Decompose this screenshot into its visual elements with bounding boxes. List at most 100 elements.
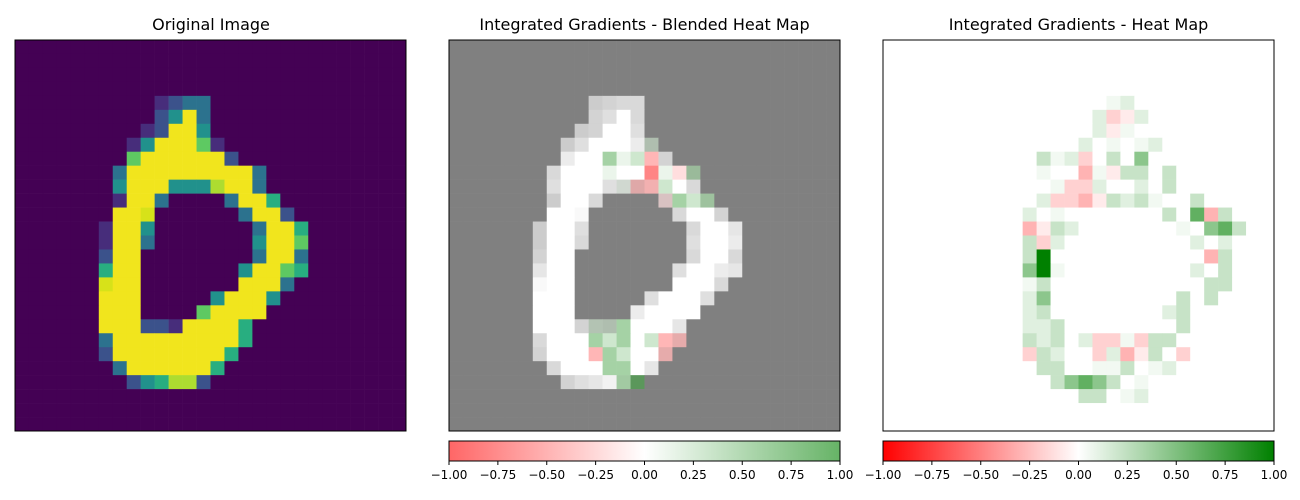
- pixel-cell: [938, 221, 954, 236]
- pixel-cell: [1134, 207, 1149, 222]
- pixel-cell: [126, 67, 141, 83]
- pixel-cell: [350, 249, 365, 264]
- pixel-cell: [378, 319, 393, 334]
- pixel-cell: [1064, 193, 1079, 208]
- pixel-cell: [686, 137, 701, 153]
- pixel-cell: [449, 389, 464, 404]
- pixel-cell: [784, 207, 799, 222]
- pixel-cell: [462, 235, 478, 250]
- pixel-cell: [1204, 151, 1219, 166]
- pixel-cell: [462, 67, 478, 83]
- pixel-cell: [1204, 305, 1219, 320]
- pixel-cell: [644, 207, 659, 222]
- pixel-cell: [168, 40, 183, 55]
- pixel-cell: [392, 375, 407, 390]
- pixel-cell: [182, 305, 197, 320]
- pixel-cell: [392, 151, 407, 166]
- pixel-cell: [28, 40, 44, 55]
- pixel-cell: [1148, 109, 1163, 125]
- pixel-cell: [518, 123, 534, 139]
- pixel-cell: [896, 40, 912, 55]
- pixel-cell: [1022, 67, 1037, 83]
- pixel-cell: [742, 347, 757, 362]
- pixel-cell: [644, 389, 659, 404]
- pixel-cell: [1036, 277, 1051, 292]
- pixel-cell: [910, 361, 926, 376]
- pixel-cell: [630, 95, 645, 111]
- pixel-cell: [378, 263, 393, 278]
- pixel-cell: [350, 67, 365, 83]
- pixel-cell: [112, 221, 128, 236]
- pixel-cell: [392, 81, 407, 97]
- pixel-cell: [574, 417, 589, 432]
- pixel-cell: [252, 389, 267, 404]
- panel-frame: [882, 39, 1275, 432]
- pixel-cell: [798, 151, 813, 166]
- pixel-cell: [168, 193, 183, 208]
- pixel-cell: [714, 347, 729, 362]
- pixel-cell: [742, 403, 757, 418]
- pixel-cell: [1050, 277, 1065, 292]
- pixel-cell: [238, 235, 253, 250]
- pixel-cell: [490, 291, 506, 306]
- pixel-cell: [1134, 277, 1149, 292]
- pixel-cell: [1092, 277, 1107, 292]
- pixel-cell: [196, 95, 211, 111]
- pixel-cell: [378, 417, 393, 432]
- pixel-cell: [70, 319, 86, 334]
- pixel-cell: [518, 235, 534, 250]
- pixel-cell: [1064, 291, 1079, 306]
- pixel-cell: [238, 249, 253, 264]
- pixel-cell: [574, 207, 589, 222]
- pixel-cell: [938, 291, 954, 306]
- pixel-cell: [98, 40, 114, 55]
- pixel-cell: [812, 403, 827, 418]
- pixel-cell: [1106, 249, 1121, 264]
- pixel-cell: [812, 193, 827, 208]
- pixel-cell: [378, 235, 393, 250]
- pixel-cell: [224, 305, 239, 320]
- pixel-cell: [196, 40, 211, 55]
- pixel-cell: [1050, 249, 1065, 264]
- pixel-cell: [1106, 389, 1121, 404]
- pixel-cell: [168, 389, 183, 404]
- pixel-cell: [1260, 235, 1275, 250]
- pixel-cell: [728, 151, 743, 166]
- pixel-cell: [1050, 235, 1065, 250]
- pixel-cell: [658, 193, 673, 208]
- pixel-cell: [532, 179, 548, 194]
- pixel-cell: [630, 417, 645, 432]
- pixel-cell: [490, 151, 506, 166]
- pixel-cell: [812, 40, 827, 55]
- pixel-cell: [1204, 249, 1219, 264]
- pixel-cell: [1106, 263, 1121, 278]
- pixel-cell: [476, 179, 492, 194]
- pixel-cell: [70, 207, 86, 222]
- pixel-cell: [210, 319, 225, 334]
- pixel-cell: [686, 151, 701, 166]
- pixel-cell: [966, 305, 982, 320]
- pixel-cell: [1218, 361, 1233, 376]
- pixel-cell: [84, 95, 100, 111]
- pixel-cell: [252, 95, 267, 111]
- pixel-cell: [42, 263, 58, 278]
- pixel-cell: [1022, 291, 1037, 306]
- pixel-cell: [182, 165, 197, 180]
- pixel-cell: [1204, 333, 1219, 348]
- pixel-cell: [798, 417, 813, 432]
- pixel-cell: [756, 403, 771, 418]
- pixel-cell: [490, 109, 506, 125]
- pixel-cell: [252, 291, 267, 306]
- pixel-cell: [504, 123, 520, 139]
- pixel-cell: [532, 165, 548, 180]
- pixel-cell: [994, 81, 1009, 97]
- pixel-cell: [1190, 347, 1205, 362]
- pixel-cell: [476, 305, 492, 320]
- pixel-cell: [1064, 165, 1079, 180]
- pixel-cell: [1148, 263, 1163, 278]
- pixel-cell: [1260, 109, 1275, 125]
- pixel-cell: [812, 137, 827, 153]
- pixel-cell: [742, 53, 757, 69]
- pixel-cell: [798, 109, 813, 125]
- pixel-cell: [238, 403, 253, 418]
